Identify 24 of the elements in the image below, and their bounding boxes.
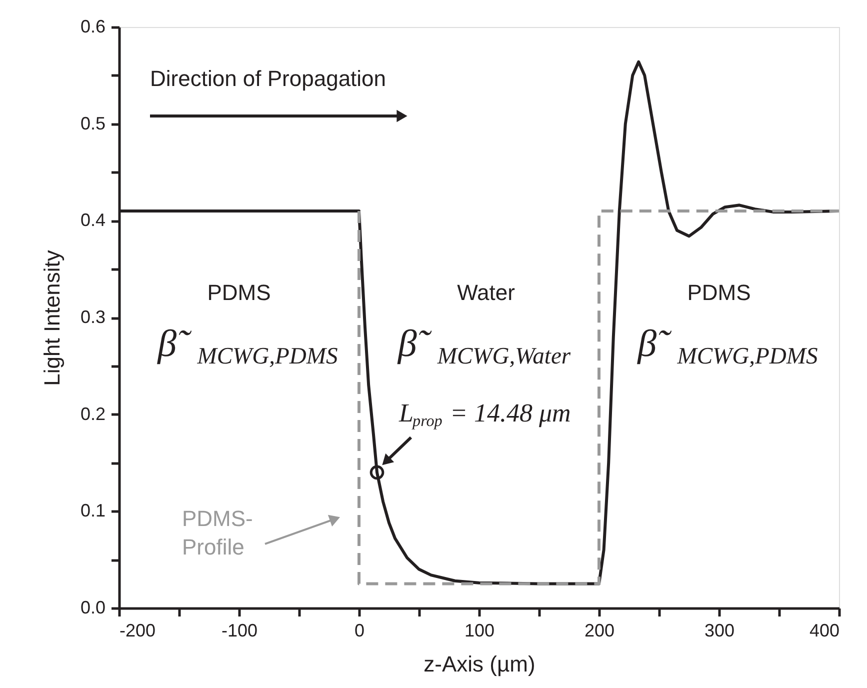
- annotation: PDMS- Profile: [182, 506, 253, 560]
- y-axis-title: Light Intensity: [39, 250, 64, 386]
- annotation: PDMS: [687, 280, 751, 305]
- x-tick-label: -100: [221, 620, 258, 640]
- y-tick-label: 0.3: [80, 307, 106, 327]
- y-tick-label: 0.0: [80, 598, 106, 618]
- x-tick-label: 0: [354, 620, 365, 640]
- y-tick-label: 0.4: [80, 210, 106, 230]
- y-tick-label: 0.2: [80, 404, 106, 424]
- x-tick-label: 300: [704, 620, 735, 640]
- annotation: Water: [457, 280, 515, 305]
- x-axis-title: z-Axis (µm): [424, 652, 536, 676]
- y-tick-label: 0.6: [80, 16, 106, 36]
- annotation: β̃MCWG,PDMS: [156, 323, 338, 370]
- y-tick-label: 0.5: [80, 113, 106, 134]
- annotation: β̃MCWG,PDMS: [636, 323, 818, 370]
- x-tick-label: 200: [584, 620, 615, 640]
- y-tick-label: 0.1: [80, 500, 106, 521]
- annotation: PDMS: [207, 280, 271, 305]
- x-tick-label: 400: [809, 620, 840, 640]
- annotation: β̃MCWG,Water: [396, 323, 572, 370]
- annotation: Direction of Propagation: [150, 66, 386, 91]
- x-tick-label: -200: [120, 620, 156, 640]
- x-tick-label: 100: [464, 620, 495, 640]
